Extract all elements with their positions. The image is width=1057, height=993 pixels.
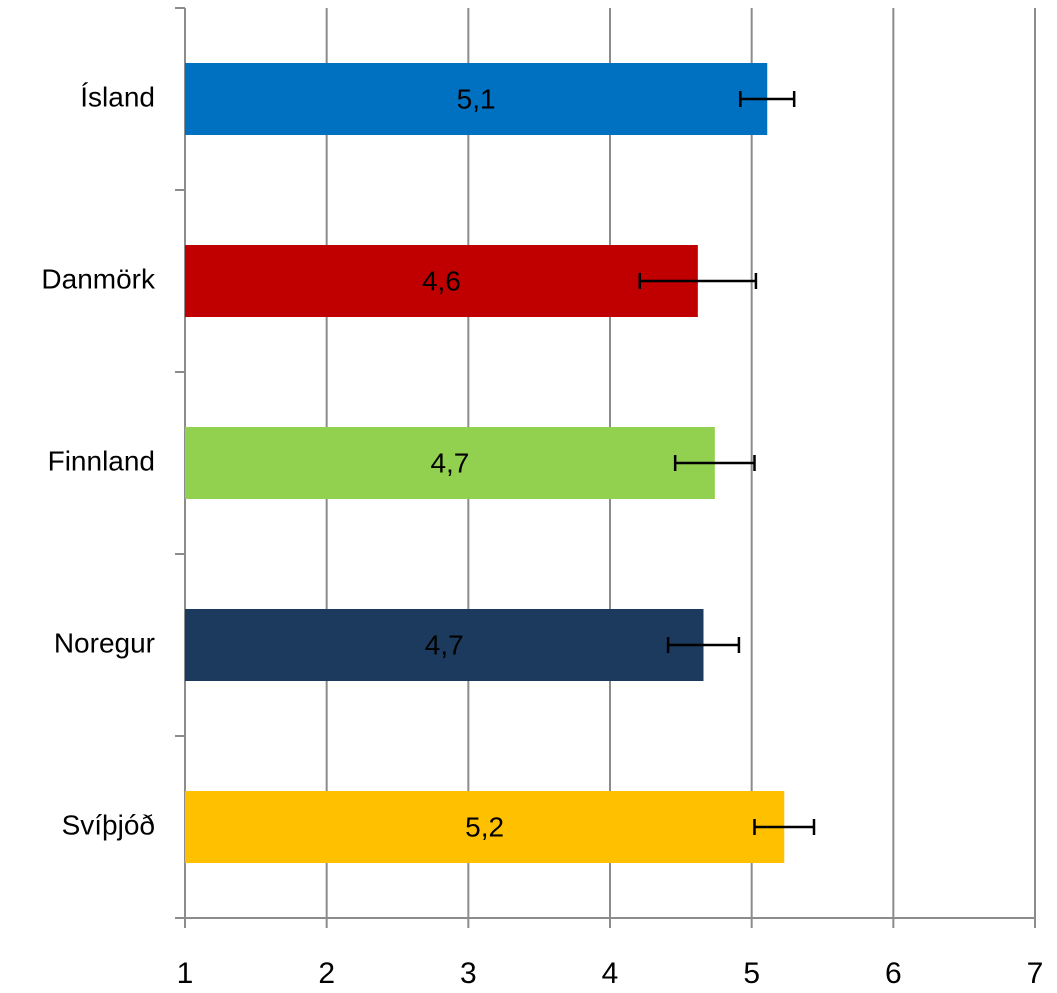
x-tick-label: 6 — [885, 957, 902, 990]
error-bar — [739, 91, 796, 107]
bar — [185, 427, 715, 499]
y-tick-label: Danmörk — [41, 263, 156, 294]
x-tick-label: 7 — [1027, 957, 1044, 990]
value-label: 5,1 — [457, 83, 496, 114]
error-bar — [753, 819, 816, 835]
x-tick-label: 2 — [318, 957, 335, 990]
value-label: 4,6 — [422, 265, 461, 296]
x-tick-label: 5 — [743, 957, 760, 990]
y-tick-label: Noregur — [54, 627, 155, 658]
bar — [185, 609, 704, 681]
value-label: 5,2 — [465, 811, 504, 842]
bar — [185, 791, 785, 863]
x-tick-label: 3 — [460, 957, 477, 990]
error-bar — [673, 455, 756, 471]
y-tick-label: Svíþjóð — [62, 809, 155, 840]
y-tick-label: Ísland — [80, 81, 155, 112]
bar — [185, 63, 768, 135]
error-bar — [638, 273, 758, 289]
bar — [185, 245, 698, 317]
error-bar — [666, 637, 741, 653]
x-tick-label: 1 — [177, 957, 194, 990]
x-tick-label: 4 — [602, 957, 619, 990]
value-label: 4,7 — [430, 447, 469, 478]
value-label: 4,7 — [425, 629, 464, 660]
y-tick-label: Finnland — [48, 445, 155, 476]
